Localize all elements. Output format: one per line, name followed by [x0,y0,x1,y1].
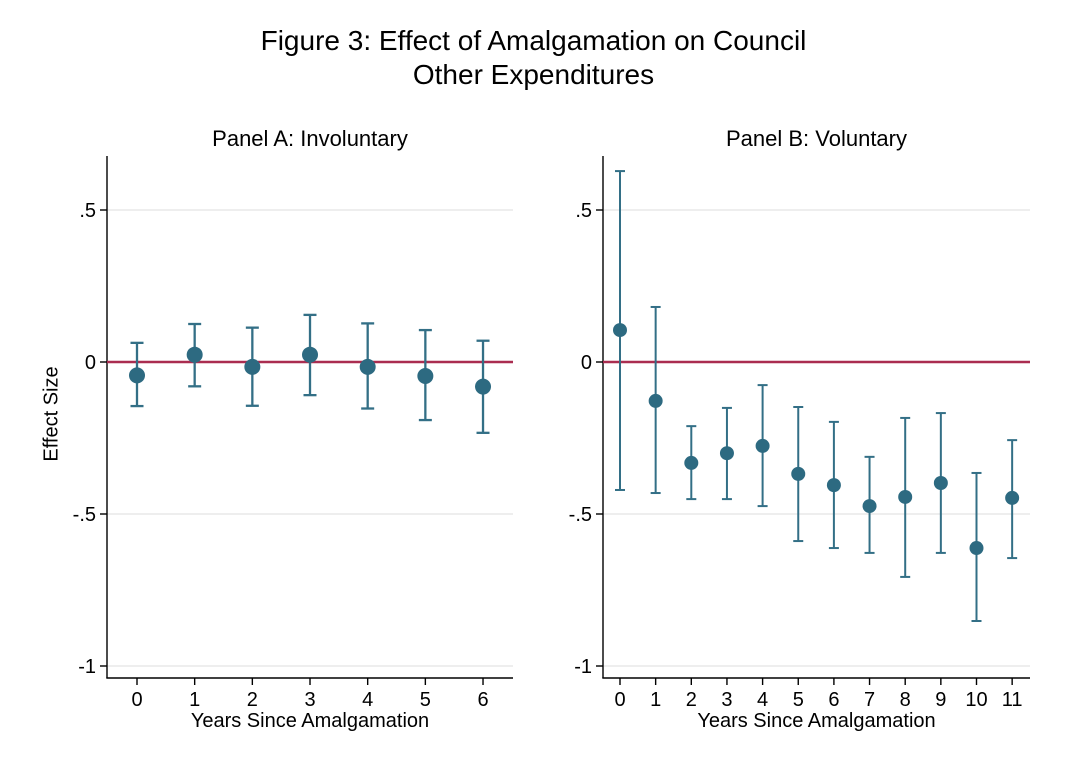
y-tick-label: .5 [575,200,592,222]
y-tick-label: -.5 [73,504,96,526]
x-tick-label: 3 [304,689,315,711]
point-estimate [186,346,203,363]
x-tick-label: 6 [828,689,839,711]
point-estimate [755,438,770,453]
x-tick-label: 1 [189,689,200,711]
point-estimate [1005,490,1020,505]
x-tick-label: 6 [477,689,488,711]
x-tick-label: 4 [362,689,373,711]
y-tick-label: -1 [574,656,592,678]
figure-title: Figure 3: Effect of Amalgamation on Coun… [0,24,1067,92]
x-tick-label: 7 [864,689,875,711]
x-tick-label: 2 [686,689,697,711]
point-estimate [969,541,984,556]
x-tick-label: 11 [1002,689,1023,711]
point-estimate [719,446,734,461]
x-tick-label: 8 [900,689,911,711]
x-tick-label: 5 [793,689,804,711]
point-estimate [417,367,434,384]
point-estimate [613,323,627,338]
point-estimate [129,367,145,384]
x-tick-label: 5 [420,689,431,711]
x-tick-label: 10 [965,689,987,711]
x-tick-label: 1 [650,689,661,711]
x-tick-label: 0 [614,689,625,711]
point-estimate [244,358,261,375]
figure-title-line2: Other Expenditures [412,59,655,90]
point-estimate [475,378,492,395]
y-tick-label: -1 [78,656,96,678]
x-tick-label: 2 [247,689,258,711]
panel-b-title: Panel B: Voluntary [725,126,907,151]
point-estimate [826,478,841,493]
point-estimate [648,393,663,408]
panel-a-plot: .5 0 -.5 -1 0 1 2 3 4 5 6 [73,156,513,711]
point-estimate [302,346,319,363]
point-estimate [933,475,948,490]
point-estimate [862,499,877,514]
x-axis-title-panel-b: Years Since Amalgamation [697,710,936,732]
point-estimate [684,455,699,470]
x-tick-label: 9 [935,689,946,711]
x-axis-title-panel-a: Years Since Amalgamation [190,710,430,732]
x-tick-label: 4 [757,689,768,711]
point-estimate [898,489,913,504]
y-tick-label: -.5 [569,504,592,526]
y-tick-label: 0 [581,352,592,374]
figure-title-line1: Figure 3: Effect of Amalgamation on Coun… [260,25,807,56]
x-tick-label: 3 [721,689,732,711]
y-tick-label: 0 [85,352,96,374]
panel-a-title: Panel A: Involuntary [212,126,408,151]
x-tick-label: 0 [131,689,142,711]
y-tick-label: .5 [79,200,96,222]
point-estimate [791,466,806,481]
panel-b-plot: .5 0 -.5 -1 0 1 2 3 4 5 6 7 8 9 10 11 [569,156,1030,711]
point-estimate [359,358,376,375]
